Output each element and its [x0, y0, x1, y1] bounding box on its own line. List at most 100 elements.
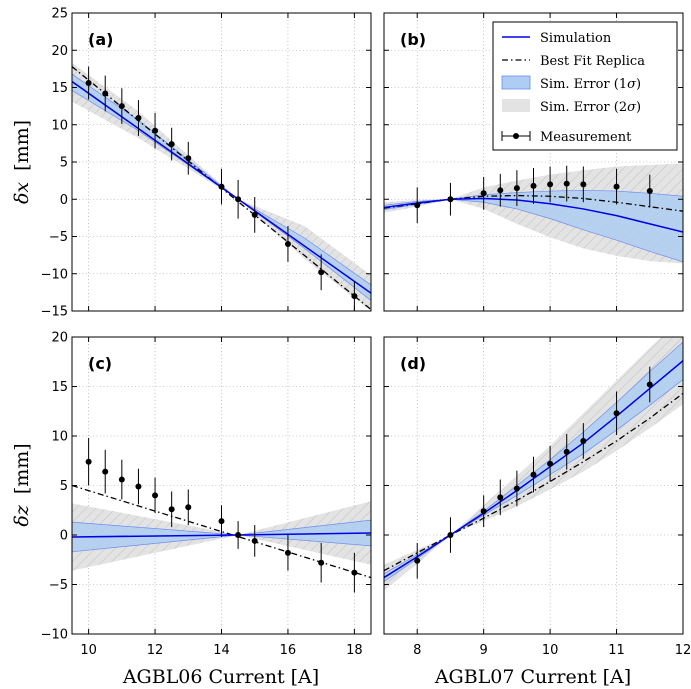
- panel-label: (a): [88, 30, 113, 49]
- measurement-point: [251, 197, 258, 233]
- legend: Simulation Best Fit Replica Sim. Error (…: [492, 21, 678, 151]
- measurement-marker: [497, 187, 504, 194]
- x-tick-label: 11: [608, 643, 625, 658]
- measurement-point: [547, 445, 554, 482]
- measurement-marker: [235, 196, 242, 203]
- measurement-marker: [152, 492, 159, 499]
- y-axis-label-bottom: δz [mm]: [11, 443, 33, 526]
- measurement-marker: [563, 180, 570, 187]
- x-tick-label: 9: [480, 643, 488, 658]
- y-tick-label: 0: [60, 193, 68, 208]
- measurement-point: [613, 168, 620, 205]
- x-tick-label: 12: [675, 643, 691, 658]
- measurement-point: [218, 505, 225, 537]
- measurement-marker: [646, 188, 653, 195]
- measurement-point: [480, 176, 487, 210]
- measurement-marker: [235, 532, 242, 538]
- measurement-marker: [351, 569, 358, 576]
- y-axis-unit-bottom: [mm]: [11, 443, 33, 494]
- measurement-point: [251, 525, 258, 557]
- y-axis-symbol-bottom: δz: [11, 504, 33, 526]
- measurement-marker: [251, 211, 258, 218]
- y-tick-label: −15: [41, 305, 68, 320]
- y-tick-label: 15: [51, 380, 68, 395]
- y-tick-label: 5: [60, 156, 68, 171]
- measurement-point: [118, 88, 125, 125]
- measurement-marker: [85, 458, 92, 465]
- measurement-point: [530, 456, 537, 493]
- measurement-point: [284, 535, 291, 571]
- x-tick-label: 10: [542, 643, 559, 658]
- measurement-marker: [251, 537, 258, 544]
- measurement-marker: [513, 185, 520, 192]
- y-tick-label: −5: [49, 230, 68, 245]
- measurement-marker: [318, 559, 325, 566]
- measurement-point: [168, 491, 175, 528]
- y-axis-unit-top: [mm]: [11, 120, 33, 171]
- y-tick-label: 10: [51, 118, 68, 133]
- measurement-point: [580, 166, 587, 203]
- y-tick-label: −10: [41, 267, 68, 282]
- measurement-marker: [185, 504, 192, 511]
- measurement-marker: [168, 506, 175, 513]
- measurement-point: [135, 100, 142, 136]
- measurement-marker: [480, 190, 487, 197]
- y-tick-label: 20: [51, 44, 68, 59]
- legend-sigma2-swatch: [502, 99, 530, 112]
- measurement-marker: [284, 549, 291, 556]
- measurement-marker: [85, 80, 92, 87]
- x-tick-label: 12: [147, 643, 164, 658]
- plot-content: [384, 163, 683, 264]
- measurement-point: [152, 112, 159, 149]
- measurement-marker: [318, 269, 325, 276]
- measurement-point: [414, 187, 421, 224]
- legend-sigma2-label: Sim. Error (2σ): [540, 100, 641, 115]
- measurement-marker: [414, 557, 421, 564]
- y-axis-label-top: δx [mm]: [11, 120, 33, 204]
- measurement-point: [185, 141, 192, 175]
- x-tick-label: 18: [346, 643, 363, 658]
- x-tick-label: 8: [413, 643, 421, 658]
- measurement-marker: [530, 182, 537, 189]
- measurement-marker: [135, 115, 142, 122]
- measurement-point: [513, 470, 520, 507]
- measurement-marker: [530, 471, 537, 478]
- measurement-point: [414, 542, 421, 579]
- y-tick-label: 15: [51, 81, 68, 96]
- measurement-marker: [447, 532, 454, 538]
- measurement-point: [497, 479, 504, 516]
- measurement-point: [85, 437, 92, 486]
- measurement-marker: [613, 183, 620, 190]
- x-tick-label: 14: [213, 643, 230, 658]
- y-tick-label: 5: [60, 479, 68, 494]
- measurement-point: [85, 66, 92, 100]
- measurement-point: [152, 477, 159, 514]
- legend-sigma1-swatch: [501, 75, 531, 90]
- legend-sigma1-label: Sim. Error (1σ): [540, 77, 641, 92]
- y-tick-label: 10: [51, 430, 68, 445]
- measurement-point: [284, 226, 291, 262]
- measurement-point: [563, 165, 570, 202]
- panel-label: (d): [400, 354, 426, 373]
- measurement-marker: [351, 293, 358, 300]
- measurement-marker: [118, 476, 125, 483]
- legend-measurement-swatch: [501, 131, 531, 141]
- measurement-marker: [613, 410, 620, 417]
- measurement-point: [513, 170, 520, 206]
- measurement-point: [135, 468, 142, 505]
- panel-label: (b): [400, 30, 426, 49]
- sigma1-band: [384, 189, 683, 263]
- plot-content: [72, 437, 371, 593]
- y-tick-label: 20: [51, 331, 68, 346]
- legend-simulation-label: Simulation: [540, 31, 612, 46]
- measurement-marker: [284, 240, 291, 247]
- measurement-marker: [118, 103, 125, 110]
- measurement-point: [547, 166, 554, 203]
- measurement-marker: [547, 181, 554, 188]
- measurement-point: [218, 168, 225, 205]
- y-tick-label: 25: [51, 7, 68, 22]
- measurement-point: [613, 391, 620, 436]
- plot-content: [384, 337, 683, 591]
- measurement-point: [318, 254, 325, 291]
